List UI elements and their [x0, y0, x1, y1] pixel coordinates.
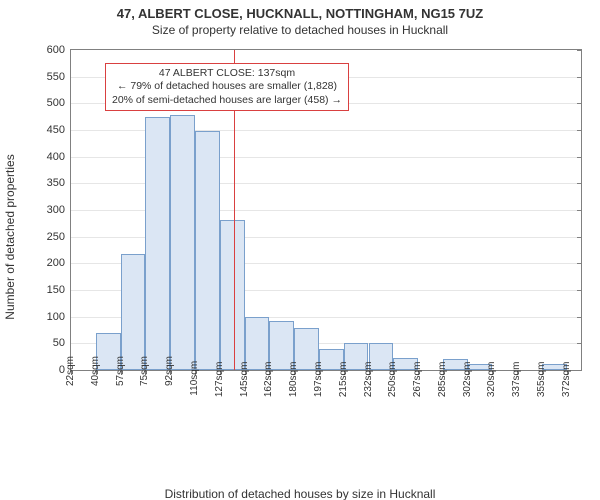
y-tick-label: 400: [47, 151, 65, 163]
x-tick-label: 267sqm: [412, 326, 423, 374]
annotation-box: 47 ALBERT CLOSE: 137sqm← 79% of detached…: [105, 63, 349, 110]
y-tick-mark: [577, 183, 582, 184]
x-tick-label: 162sqm: [263, 326, 274, 374]
x-tick-label: 40sqm: [90, 326, 101, 374]
x-tick-label: 355sqm: [536, 326, 547, 374]
y-tick-label: 300: [47, 204, 65, 216]
y-tick-mark: [577, 103, 582, 104]
y-tick-label: 250: [47, 231, 65, 243]
x-axis-label: Distribution of detached houses by size …: [0, 487, 600, 500]
x-tick-label: 75sqm: [139, 326, 150, 374]
y-tick-label: 50: [53, 337, 65, 349]
y-tick-label: 550: [47, 71, 65, 83]
y-tick-mark: [577, 343, 582, 344]
y-tick-mark: [577, 237, 582, 238]
x-tick-label: 22sqm: [65, 326, 76, 374]
y-tick-mark: [577, 50, 582, 51]
y-tick-label: 450: [47, 124, 65, 136]
x-tick-label: 57sqm: [115, 326, 126, 374]
chart-container: Number of detached properties 0501001502…: [0, 41, 600, 433]
x-tick-label: 110sqm: [189, 326, 200, 374]
y-axis-label: Number of detached properties: [3, 72, 17, 237]
x-tick-label: 302sqm: [462, 326, 473, 374]
y-tick-mark: [577, 130, 582, 131]
y-tick-label: 150: [47, 284, 65, 296]
x-tick-label: 215sqm: [338, 326, 349, 374]
x-tick-label: 285sqm: [437, 326, 448, 374]
y-tick-label: 350: [47, 177, 65, 189]
annotation-line-3: 20% of semi-detached houses are larger (…: [112, 94, 342, 107]
x-tick-label: 337sqm: [511, 326, 522, 374]
plot-area: 05010015020025030035040045050055060022sq…: [70, 49, 582, 371]
y-tick-label: 600: [47, 44, 65, 56]
y-tick-label: 500: [47, 97, 65, 109]
y-tick-label: 200: [47, 257, 65, 269]
y-tick-mark: [577, 290, 582, 291]
x-tick-label: 250sqm: [387, 326, 398, 374]
y-tick-label: 100: [47, 311, 65, 323]
annotation-line-1: 47 ALBERT CLOSE: 137sqm: [112, 67, 342, 80]
x-tick-label: 145sqm: [239, 326, 250, 374]
page-title-address: 47, ALBERT CLOSE, HUCKNALL, NOTTINGHAM, …: [0, 6, 600, 21]
x-tick-label: 197sqm: [313, 326, 324, 374]
y-tick-mark: [577, 77, 582, 78]
x-tick-label: 92sqm: [164, 326, 175, 374]
x-tick-label: 372sqm: [561, 326, 572, 374]
x-tick-label: 180sqm: [288, 326, 299, 374]
x-tick-label: 127sqm: [214, 326, 225, 374]
y-tick-mark: [577, 317, 582, 318]
x-tick-label: 232sqm: [363, 326, 374, 374]
y-tick-mark: [577, 370, 582, 371]
y-tick-mark: [577, 157, 582, 158]
annotation-line-2: ← 79% of detached houses are smaller (1,…: [112, 80, 342, 93]
page-subtitle: Size of property relative to detached ho…: [0, 23, 600, 37]
y-tick-mark: [577, 263, 582, 264]
y-tick-mark: [577, 210, 582, 211]
x-tick-label: 320sqm: [486, 326, 497, 374]
